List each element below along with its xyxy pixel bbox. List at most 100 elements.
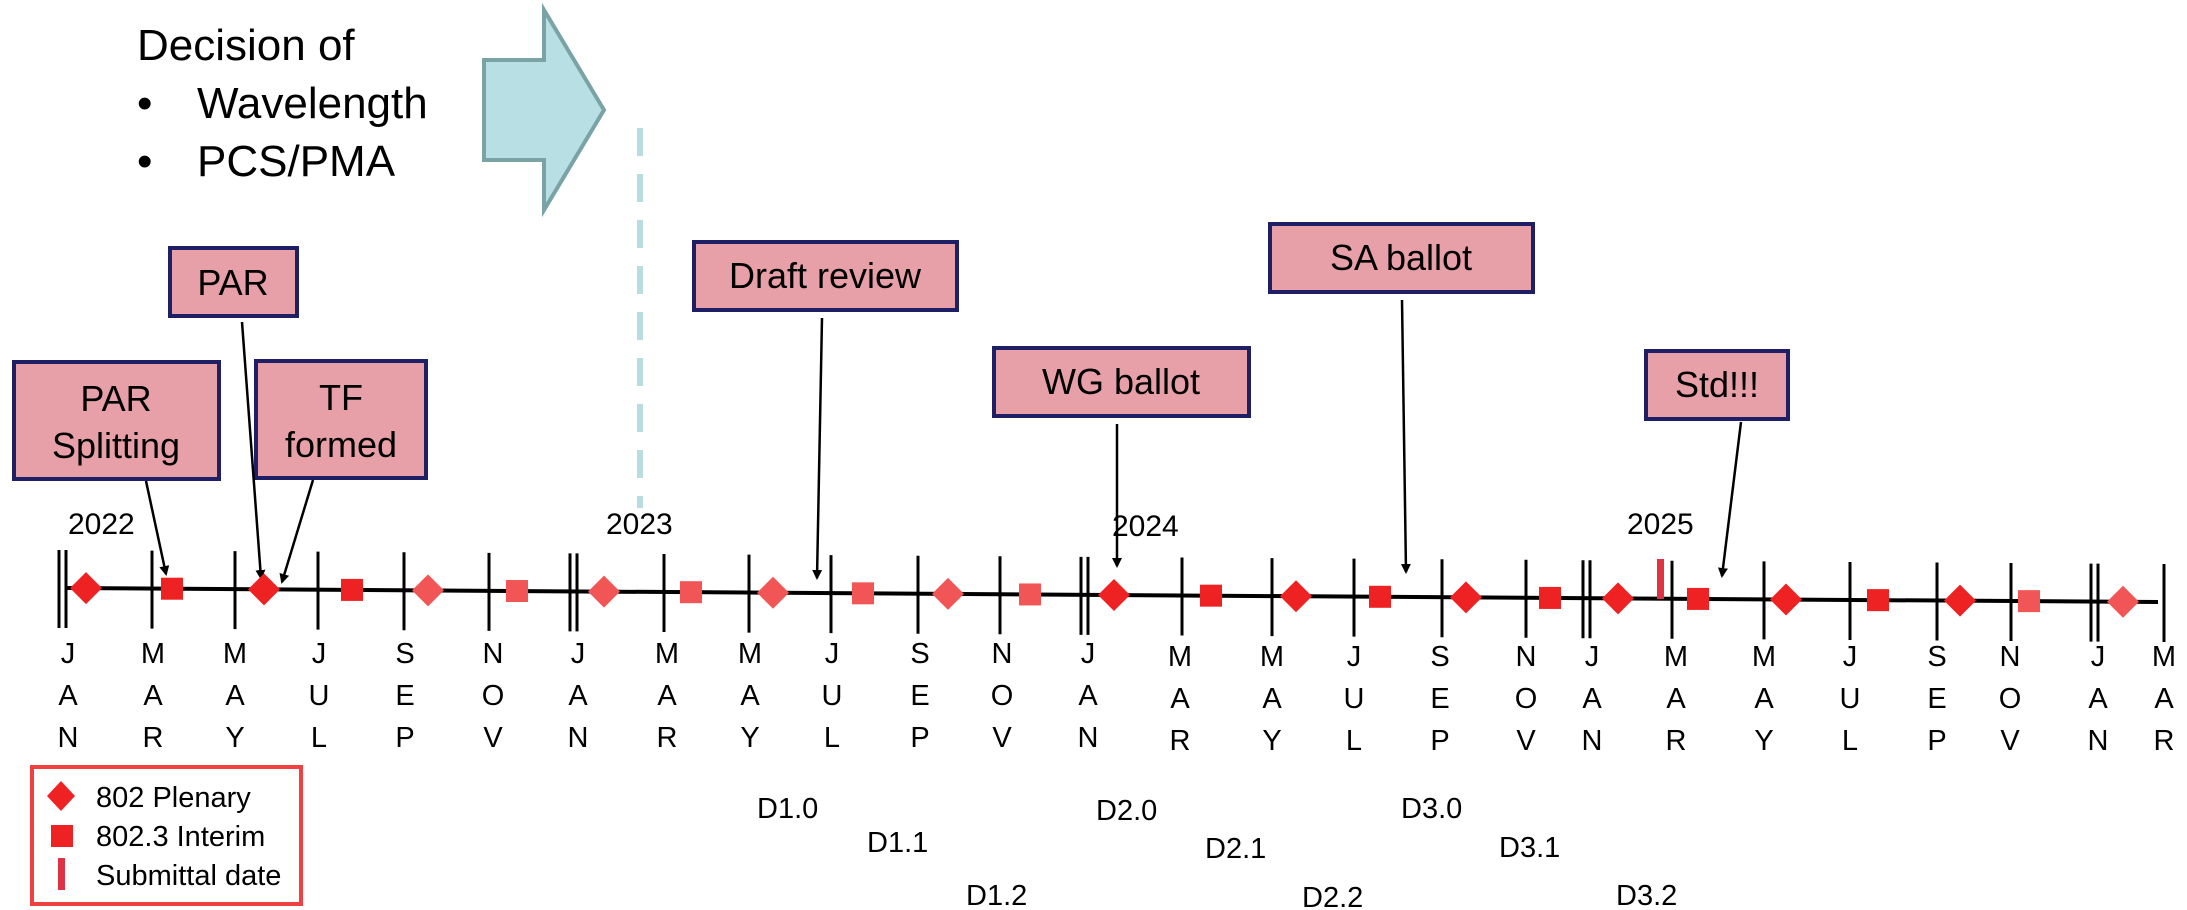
draft-d1-2: D1.2 bbox=[966, 880, 1027, 910]
submittal-bar-icon bbox=[58, 858, 65, 890]
milestone-par-splitting: PAR Splitting bbox=[12, 360, 221, 481]
month-letter: J bbox=[825, 638, 840, 670]
svg-text:SA ballot: SA ballot bbox=[1330, 237, 1472, 278]
month-letter: R bbox=[1170, 725, 1191, 757]
milestone-par: PAR bbox=[168, 246, 299, 318]
interim-square-marker bbox=[1019, 583, 1041, 606]
month-letter: A bbox=[2154, 683, 2174, 715]
month-letter: M bbox=[738, 638, 762, 670]
month-letter: A bbox=[1170, 683, 1190, 715]
svg-text:Std!!!: Std!!! bbox=[1675, 364, 1759, 405]
month-letter: V bbox=[2000, 725, 2020, 757]
month-letter: M bbox=[223, 638, 247, 670]
draft-d3-0: D3.0 bbox=[1401, 793, 1462, 825]
milestone-std: Std!!! bbox=[1644, 349, 1790, 421]
month-letter: J bbox=[1081, 638, 1096, 670]
month-letter: M bbox=[1664, 641, 1688, 673]
draft-d1-1: D1.1 bbox=[867, 827, 928, 859]
interim-square-marker bbox=[1867, 589, 1889, 612]
month-letter: E bbox=[1430, 683, 1449, 715]
month-letter: A bbox=[58, 680, 78, 712]
decision-item-pcs-pma: PCS/PMA bbox=[197, 137, 396, 186]
timeline-markers bbox=[70, 572, 2139, 618]
month-letter: J bbox=[1347, 641, 1362, 673]
draft-d2-1: D2.1 bbox=[1205, 833, 1266, 865]
month-labels: JANMARMAYJULSEPNOVJANMARMAYJULSEPNOVJANM… bbox=[58, 638, 2177, 757]
plenary-diamond-marker bbox=[1770, 583, 1802, 616]
interim-square-marker bbox=[341, 578, 363, 601]
month-letter: N bbox=[992, 638, 1013, 670]
plenary-diamond-marker bbox=[757, 576, 789, 609]
milestone-wg-ballot: WG ballot bbox=[992, 346, 1251, 418]
month-letter: S bbox=[1927, 641, 1946, 673]
month-letter: E bbox=[395, 680, 414, 712]
month-letter: N bbox=[2000, 641, 2021, 673]
month-letter: A bbox=[225, 680, 245, 712]
month-letter: S bbox=[395, 638, 414, 670]
month-letter: A bbox=[740, 680, 760, 712]
interim-square-marker bbox=[1200, 584, 1222, 607]
draft-d2-0: D2.0 bbox=[1096, 795, 1157, 827]
milestone-sa-ballot: SA ballot bbox=[1268, 222, 1535, 294]
decision-item-wavelength: Wavelength bbox=[197, 79, 428, 128]
draft-d1-0: D1.0 bbox=[757, 793, 818, 825]
month-letter: N bbox=[1582, 725, 1603, 757]
month-letter: J bbox=[1843, 641, 1858, 673]
decision-arrow-icon bbox=[482, 2, 607, 218]
month-letter: L bbox=[824, 722, 840, 754]
month-letter: N bbox=[1516, 641, 1537, 673]
svg-text:WG ballot: WG ballot bbox=[1042, 361, 1200, 402]
month-letter: V bbox=[1516, 725, 1536, 757]
month-letter: N bbox=[2088, 725, 2109, 757]
month-letter: J bbox=[2091, 641, 2106, 673]
month-letter: A bbox=[1582, 683, 1602, 715]
month-letter: M bbox=[655, 638, 679, 670]
year-2022: 2022 bbox=[68, 508, 135, 541]
month-letter: O bbox=[1999, 683, 2022, 715]
month-letter: R bbox=[2154, 725, 2175, 757]
month-letter: S bbox=[1430, 641, 1449, 673]
plenary-diamond-marker bbox=[1450, 581, 1482, 614]
month-letter: A bbox=[1078, 680, 1098, 712]
bullet-dot: • bbox=[137, 79, 152, 128]
plenary-diamond-marker bbox=[70, 572, 102, 605]
month-letter: A bbox=[1754, 683, 1774, 715]
month-letter: A bbox=[1262, 683, 1282, 715]
month-letter: S bbox=[910, 638, 929, 670]
month-letter: A bbox=[1666, 683, 1686, 715]
year-2024: 2024 bbox=[1112, 510, 1179, 543]
month-letter: P bbox=[395, 722, 414, 754]
plenary-diamond-marker bbox=[412, 574, 444, 607]
month-letter: J bbox=[1585, 641, 1600, 673]
plenary-diamond-marker bbox=[1280, 580, 1312, 613]
legend: 802 Plenary 802.3 Interim Submittal date bbox=[30, 765, 303, 906]
plenary-diamond-marker bbox=[1944, 584, 1976, 617]
svg-text:Draft review: Draft review bbox=[729, 255, 922, 296]
month-letter: P bbox=[910, 722, 929, 754]
month-letter: Y bbox=[1262, 725, 1281, 757]
interim-square-marker bbox=[1539, 586, 1561, 609]
month-letter: N bbox=[568, 722, 589, 754]
month-letter: A bbox=[657, 680, 677, 712]
plenary-diamond-marker bbox=[1098, 579, 1130, 612]
month-letter: V bbox=[483, 722, 503, 754]
month-letter: Y bbox=[225, 722, 244, 754]
month-letter: P bbox=[1430, 725, 1449, 757]
interim-square-marker bbox=[852, 582, 874, 605]
plenary-diamond-marker bbox=[588, 575, 620, 608]
month-letter: O bbox=[1515, 683, 1538, 715]
svg-text:PAR: PAR bbox=[197, 262, 268, 303]
interim-square-marker bbox=[506, 580, 528, 603]
month-letter: U bbox=[1840, 683, 1861, 715]
month-letter: M bbox=[141, 638, 165, 670]
month-letter: O bbox=[991, 680, 1014, 712]
month-letter: P bbox=[1927, 725, 1946, 757]
month-letter: L bbox=[311, 722, 327, 754]
month-letter: U bbox=[822, 680, 843, 712]
pointer-arrows bbox=[144, 299, 1743, 584]
month-letter: L bbox=[1346, 725, 1362, 757]
plenary-diamond-marker bbox=[1602, 582, 1634, 615]
legend-submittal: Submittal date bbox=[96, 860, 281, 892]
month-letter: Y bbox=[740, 722, 759, 754]
